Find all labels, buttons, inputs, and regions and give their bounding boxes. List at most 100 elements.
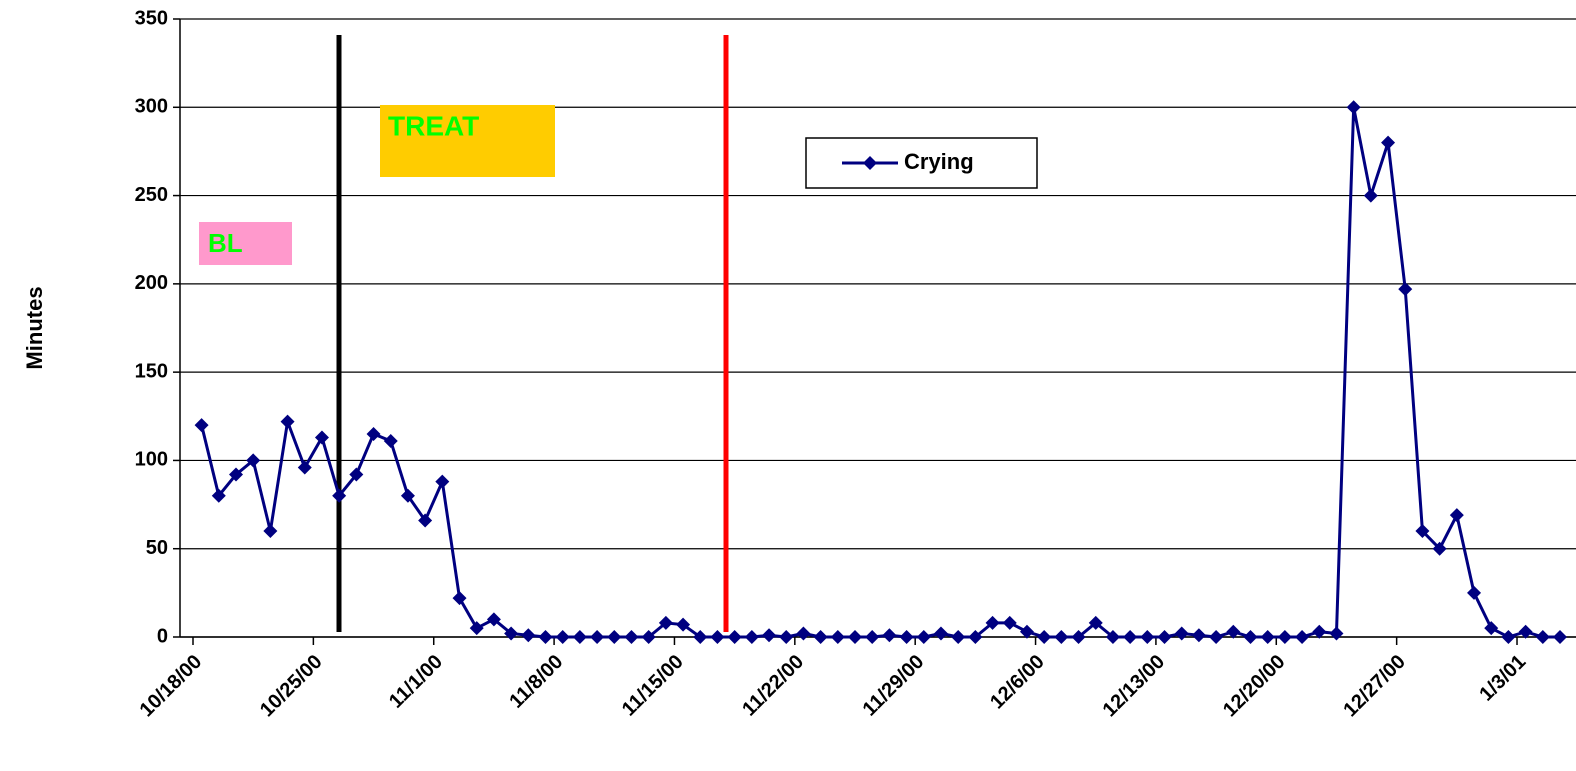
data-point <box>263 524 278 539</box>
data-point <box>504 626 519 641</box>
bl-label: BL <box>208 228 243 258</box>
data-point <box>1019 624 1034 639</box>
x-tick-label: 11/1/00 <box>385 651 447 713</box>
data-point <box>1415 524 1430 539</box>
data-point <box>779 630 794 644</box>
data-point <box>899 630 914 644</box>
data-point <box>1123 630 1138 644</box>
x-tick-label: 12/27/00 <box>1339 651 1410 722</box>
data-point <box>933 626 948 641</box>
x-tick-label: 1/3/01 <box>1475 651 1530 706</box>
legend-marker <box>863 156 877 170</box>
data-point <box>1535 630 1550 644</box>
data-point <box>1157 630 1172 644</box>
data-point <box>658 615 673 630</box>
y-tick-label: 100 <box>135 449 168 471</box>
data-point <box>1329 626 1344 641</box>
data-point <box>916 630 931 644</box>
data-point <box>246 453 261 468</box>
data-point <box>848 630 863 644</box>
data-point <box>882 628 897 643</box>
y-tick-label: 150 <box>135 360 168 382</box>
data-point <box>418 513 433 528</box>
data-point <box>1381 135 1396 150</box>
x-tick-label: 11/22/00 <box>738 651 808 721</box>
treat-box <box>380 105 555 177</box>
data-point <box>762 628 777 643</box>
data-point <box>830 630 845 644</box>
data-point <box>1363 188 1378 203</box>
data-point <box>280 414 295 429</box>
legend-label: Crying <box>904 149 974 174</box>
data-point <box>486 612 501 627</box>
data-point <box>693 630 708 644</box>
x-tick-label: 11/29/00 <box>859 651 929 721</box>
data-point <box>796 626 811 641</box>
y-tick-label: 350 <box>135 7 168 29</box>
y-tick-label: 300 <box>135 96 168 118</box>
data-point <box>968 630 983 644</box>
x-tick-label: 11/8/00 <box>505 651 567 713</box>
data-point <box>641 630 656 644</box>
data-point <box>813 630 828 644</box>
data-point <box>951 630 966 644</box>
data-point <box>1226 624 1241 639</box>
data-point <box>1484 621 1499 636</box>
x-tick-label: 12/20/00 <box>1219 651 1290 722</box>
data-point <box>676 617 691 632</box>
data-point <box>1054 630 1069 644</box>
data-point <box>985 615 1000 630</box>
data-point <box>332 488 347 503</box>
y-tick-label: 200 <box>135 272 168 294</box>
data-point <box>1398 282 1413 297</box>
data-point <box>211 488 226 503</box>
data-point <box>572 630 587 644</box>
data-point <box>194 418 209 433</box>
data-point <box>710 630 725 644</box>
data-point <box>1553 630 1568 644</box>
y-tick-label: 0 <box>157 625 168 647</box>
data-point <box>521 628 536 643</box>
data-point <box>1174 626 1189 641</box>
data-point <box>349 467 364 482</box>
data-point <box>590 630 605 644</box>
y-axis-label: Minutes <box>22 286 47 369</box>
data-point <box>1346 100 1361 115</box>
data-point <box>228 467 243 482</box>
y-tick-label: 250 <box>135 184 168 206</box>
data-point <box>624 630 639 644</box>
data-point <box>1467 585 1482 600</box>
data-point <box>366 426 381 441</box>
data-point <box>727 630 742 644</box>
data-point <box>1037 630 1052 644</box>
data-point <box>400 488 415 503</box>
bl-box <box>199 222 292 265</box>
data-point <box>1501 630 1516 644</box>
data-point <box>1105 630 1120 644</box>
data-point <box>1071 630 1086 644</box>
data-point <box>607 630 622 644</box>
data-point <box>469 621 484 636</box>
data-point <box>1191 628 1206 643</box>
data-point <box>435 474 450 489</box>
data-point <box>1088 615 1103 630</box>
data-point <box>865 630 880 644</box>
data-point <box>1432 541 1447 556</box>
x-tick-label: 12/13/00 <box>1099 651 1170 722</box>
data-point <box>1209 630 1224 644</box>
x-tick-label: 12/6/00 <box>986 651 1049 714</box>
data-point <box>1312 624 1327 639</box>
y-tick-label: 50 <box>146 537 168 559</box>
data-point <box>1002 615 1017 630</box>
data-point <box>555 630 570 644</box>
x-tick-label: 10/18/00 <box>136 651 207 722</box>
data-point <box>1243 630 1258 644</box>
data-point <box>1518 624 1533 639</box>
x-tick-label: 11/15/00 <box>618 651 688 721</box>
data-point <box>1140 630 1155 644</box>
data-point <box>744 630 759 644</box>
data-point <box>452 591 467 606</box>
data-point <box>1277 630 1292 644</box>
